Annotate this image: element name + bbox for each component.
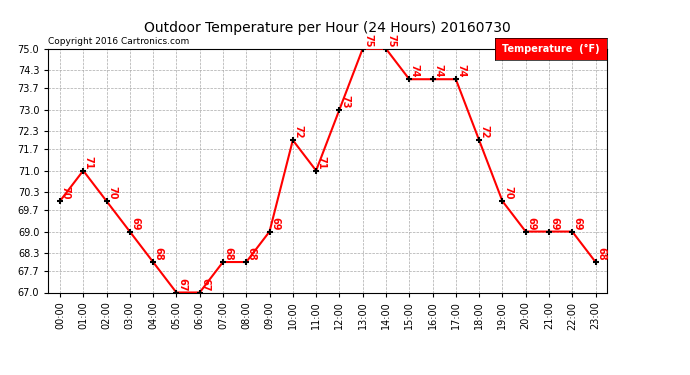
Text: 75: 75 [363, 34, 373, 47]
Text: Copyright 2016 Cartronics.com: Copyright 2016 Cartronics.com [48, 38, 190, 46]
Text: 74: 74 [410, 64, 420, 78]
Text: 67: 67 [200, 278, 210, 291]
Text: 71: 71 [83, 156, 94, 169]
Text: 74: 74 [433, 64, 443, 78]
Text: 75: 75 [386, 34, 397, 47]
Title: Outdoor Temperature per Hour (24 Hours) 20160730: Outdoor Temperature per Hour (24 Hours) … [144, 21, 511, 35]
Text: 69: 69 [130, 217, 140, 230]
Text: 70: 70 [61, 186, 70, 200]
Text: 69: 69 [573, 217, 583, 230]
Text: 69: 69 [270, 217, 280, 230]
Text: 69: 69 [549, 217, 560, 230]
Text: 68: 68 [224, 247, 233, 261]
Text: 70: 70 [107, 186, 117, 200]
Text: 71: 71 [317, 156, 326, 169]
Text: 74: 74 [456, 64, 466, 78]
Text: 72: 72 [293, 125, 304, 139]
Text: 67: 67 [177, 278, 187, 291]
Text: 69: 69 [526, 217, 536, 230]
Text: 70: 70 [503, 186, 513, 200]
Text: 68: 68 [596, 247, 606, 261]
Text: 68: 68 [247, 247, 257, 261]
Text: 73: 73 [340, 95, 350, 108]
Text: 68: 68 [154, 247, 164, 261]
Text: 72: 72 [480, 125, 490, 139]
